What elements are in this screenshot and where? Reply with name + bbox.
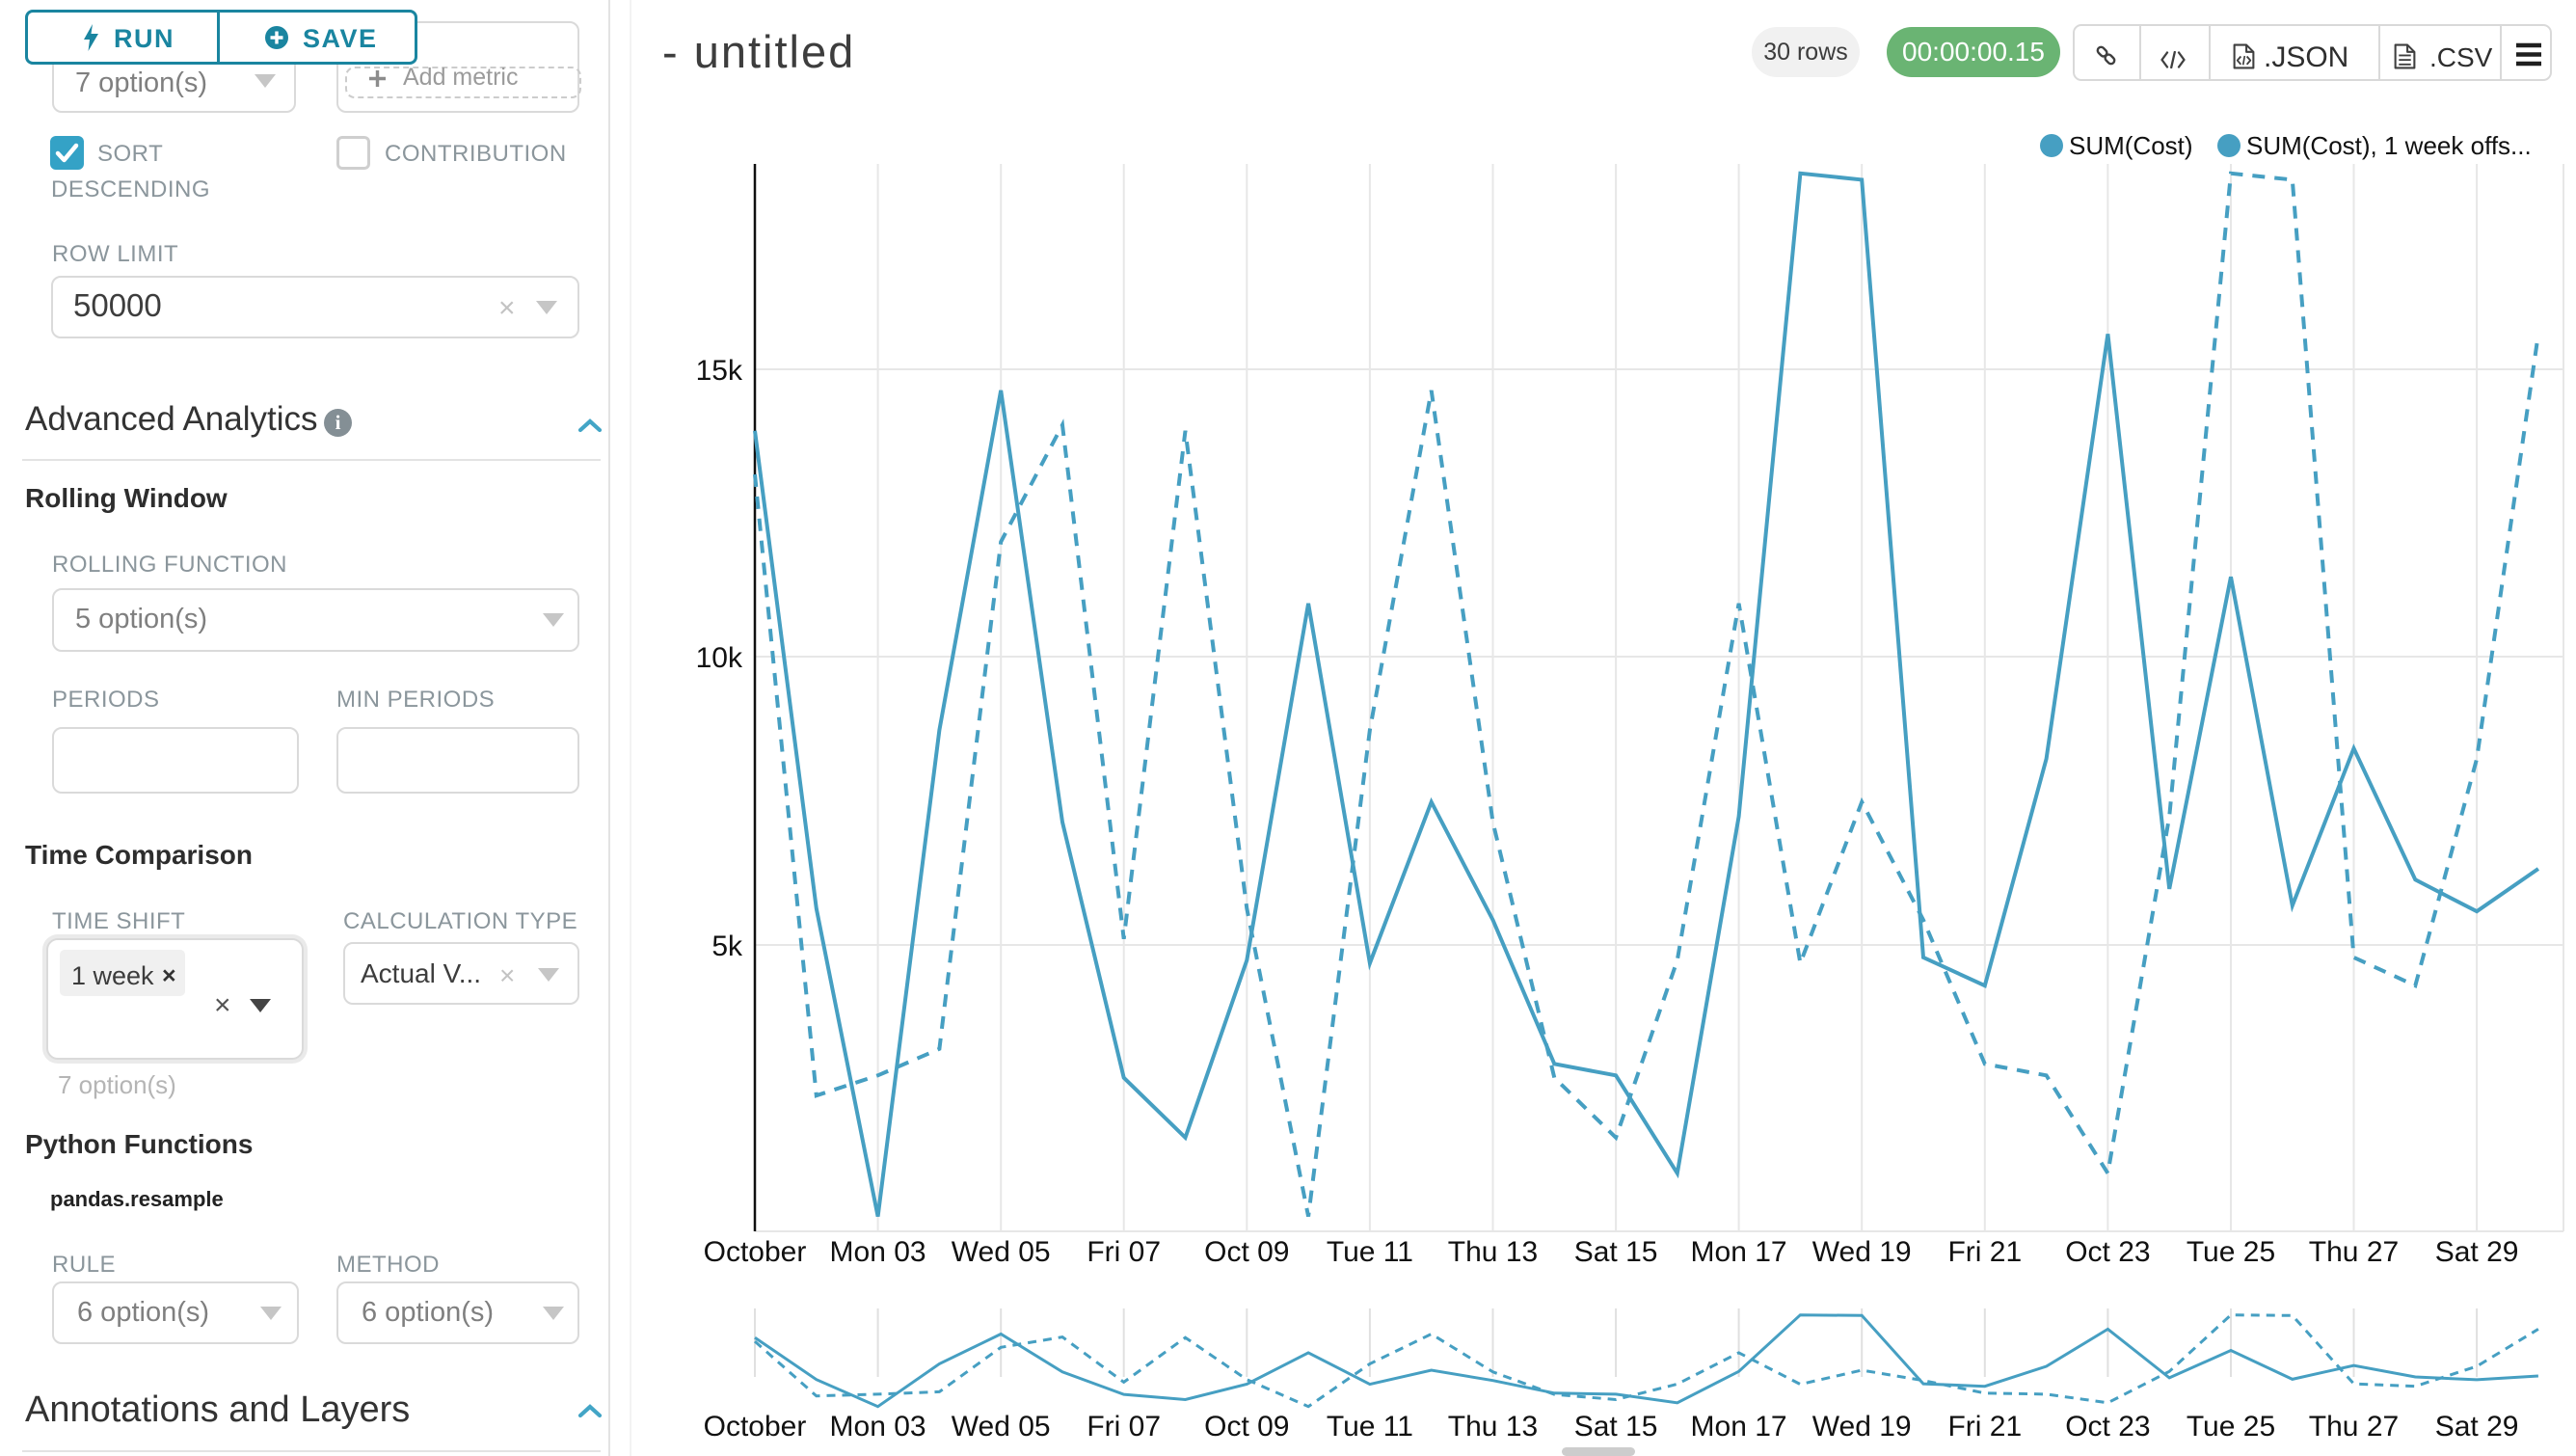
svg-text:5k: 5k xyxy=(711,930,743,962)
svg-text:15k: 15k xyxy=(696,355,743,387)
svg-text:Oct 09: Oct 09 xyxy=(1204,1411,1289,1443)
svg-text:Mon 17: Mon 17 xyxy=(1691,1411,1787,1443)
svg-text:SUM(Cost): SUM(Cost) xyxy=(2069,131,2193,160)
svg-text:Oct 09: Oct 09 xyxy=(1204,1236,1289,1268)
svg-text:Wed 05: Wed 05 xyxy=(952,1236,1051,1268)
svg-text:Fri 07: Fri 07 xyxy=(1087,1236,1161,1268)
svg-text:Oct 23: Oct 23 xyxy=(2065,1411,2150,1443)
svg-text:Sat 15: Sat 15 xyxy=(1574,1236,1658,1268)
svg-text:Tue 11: Tue 11 xyxy=(1327,1236,1413,1268)
svg-text:Sat 15: Sat 15 xyxy=(1574,1411,1658,1443)
svg-text:Thu 27: Thu 27 xyxy=(2309,1236,2399,1268)
svg-text:Mon 17: Mon 17 xyxy=(1691,1236,1787,1268)
svg-text:Oct 23: Oct 23 xyxy=(2065,1236,2150,1268)
svg-text:Sat 29: Sat 29 xyxy=(2435,1236,2519,1268)
svg-text:Wed 19: Wed 19 xyxy=(1812,1411,1912,1443)
svg-text:SUM(Cost), 1 week offs...: SUM(Cost), 1 week offs... xyxy=(2246,131,2532,160)
svg-text:Tue 25: Tue 25 xyxy=(2187,1411,2275,1443)
svg-text:Mon 03: Mon 03 xyxy=(830,1411,926,1443)
svg-text:October: October xyxy=(704,1236,807,1268)
svg-text:10k: 10k xyxy=(696,642,743,674)
svg-text:Fri 21: Fri 21 xyxy=(1947,1236,2022,1268)
svg-text:Tue 25: Tue 25 xyxy=(2187,1236,2275,1268)
svg-text:Wed 19: Wed 19 xyxy=(1812,1236,1912,1268)
svg-text:Wed 05: Wed 05 xyxy=(952,1411,1051,1443)
svg-text:Mon 03: Mon 03 xyxy=(830,1236,926,1268)
svg-text:Fri 07: Fri 07 xyxy=(1087,1411,1161,1443)
svg-text:Fri 21: Fri 21 xyxy=(1947,1411,2022,1443)
svg-text:Tue 11: Tue 11 xyxy=(1327,1411,1413,1443)
svg-text:Sat 29: Sat 29 xyxy=(2435,1411,2519,1443)
svg-text:Thu 27: Thu 27 xyxy=(2309,1411,2399,1443)
svg-text:Thu 13: Thu 13 xyxy=(1448,1411,1538,1443)
svg-text:October: October xyxy=(704,1411,807,1443)
svg-text:Thu 13: Thu 13 xyxy=(1448,1236,1538,1268)
